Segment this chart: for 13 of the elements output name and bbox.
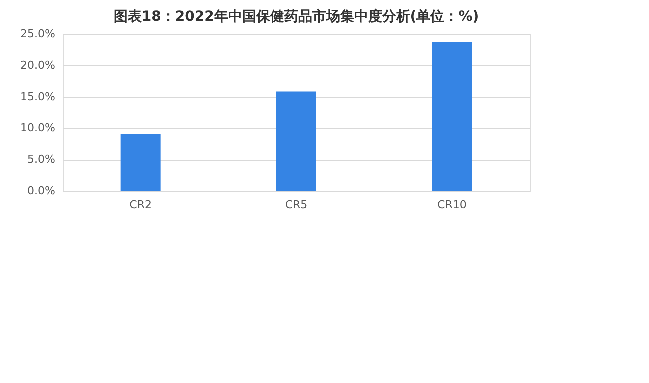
y-tick-label: 25.0%: [20, 28, 56, 40]
bar: [276, 92, 316, 191]
y-tick-label: 0.0%: [28, 184, 56, 198]
y-tick-label: 5.0%: [28, 153, 56, 166]
x-tick-label: CR5: [285, 198, 308, 212]
x-tick-label: CR2: [130, 198, 152, 212]
y-tick-label: 15.0%: [20, 90, 56, 104]
bar: [120, 134, 161, 191]
y-tick-label: 20.0%: [20, 58, 56, 72]
x-tick-label: CR10: [438, 198, 467, 212]
bar: [432, 42, 472, 191]
y-tick-label: 10.0%: [20, 122, 56, 135]
chart-title: 图表18：2022年中国保健药品市场集中度分析(单位：%): [114, 8, 480, 25]
